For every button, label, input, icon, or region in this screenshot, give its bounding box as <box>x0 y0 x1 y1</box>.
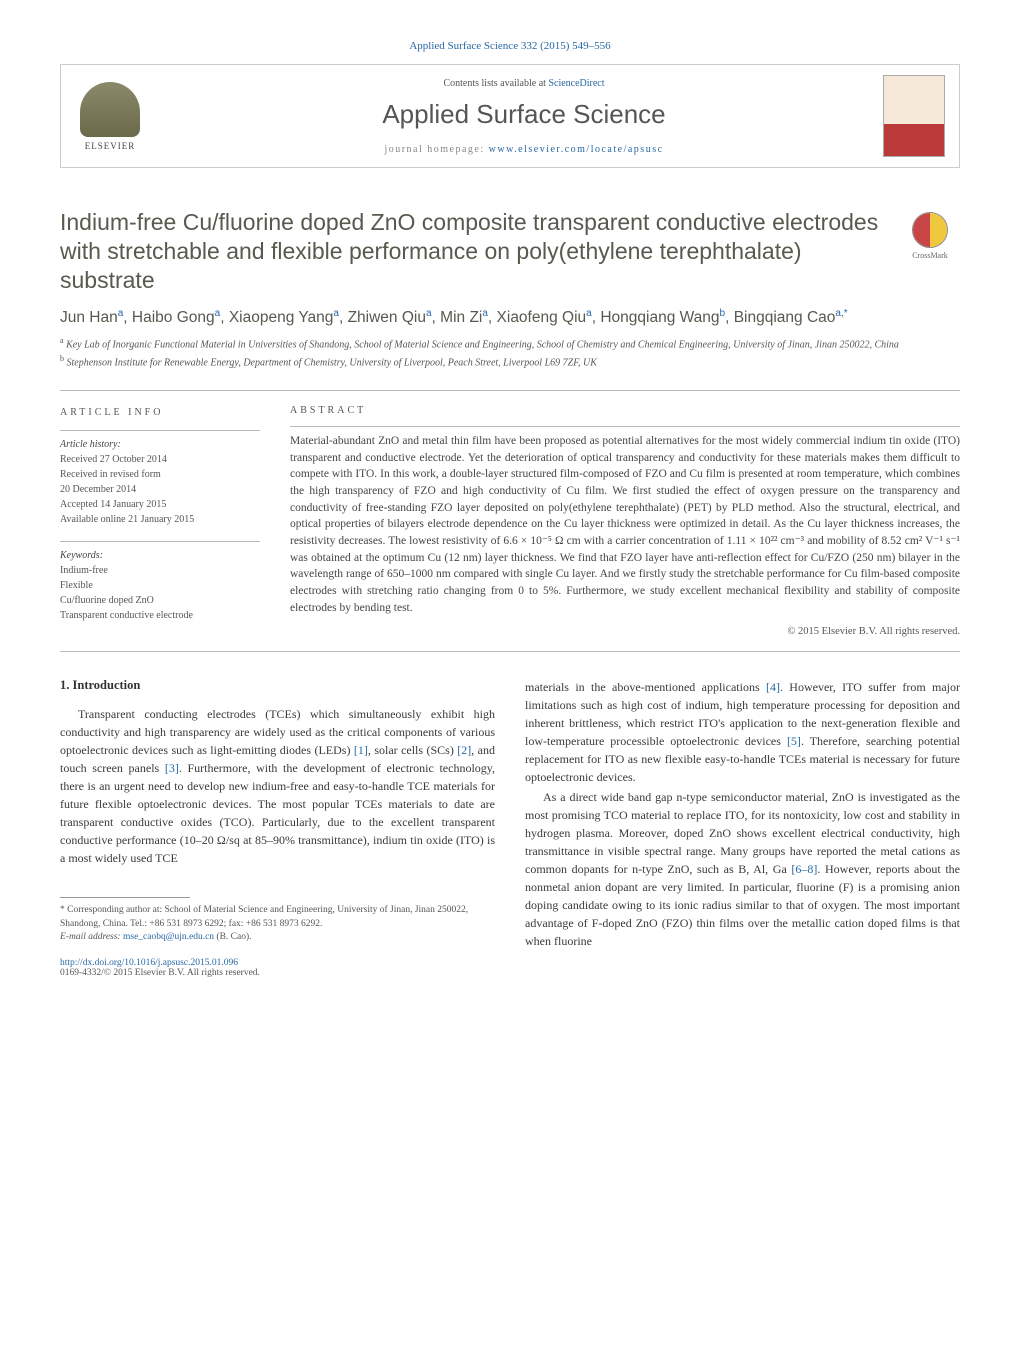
section-heading: 1. Introduction <box>60 678 495 693</box>
article-history-block: Article history: Received 27 October 201… <box>60 437 260 527</box>
divider <box>60 390 960 391</box>
affiliation-line: a Key Lab of Inorganic Functional Materi… <box>60 335 960 352</box>
abstract-copyright: © 2015 Elsevier B.V. All rights reserved… <box>290 626 960 637</box>
email-label: E-mail address: <box>60 932 123 942</box>
citation-link[interactable]: [5] <box>787 734 801 748</box>
journal-ref-link[interactable]: Applied Surface Science 332 (2015) 549–5… <box>409 40 610 52</box>
journal-reference: Applied Surface Science 332 (2015) 549–5… <box>60 40 960 52</box>
body-paragraph: As a direct wide band gap n-type semicon… <box>525 788 960 950</box>
crossmark-label: CrossMark <box>900 251 960 260</box>
article-page: Applied Surface Science 332 (2015) 549–5… <box>0 0 1020 1018</box>
elsevier-logo[interactable]: ELSEVIER <box>75 76 145 156</box>
keyword: Flexible <box>60 578 260 593</box>
history-line: 20 December 2014 <box>60 482 260 497</box>
journal-header: ELSEVIER Contents lists available at Sci… <box>60 64 960 168</box>
divider <box>290 426 960 427</box>
title-row: Indium-free Cu/fluorine doped ZnO compos… <box>60 208 960 294</box>
journal-name: Applied Surface Science <box>165 99 883 130</box>
homepage-link[interactable]: www.elsevier.com/locate/apsusc <box>489 144 664 155</box>
history-line: Received 27 October 2014 <box>60 452 260 467</box>
elsevier-tree-icon <box>80 82 140 137</box>
email-line: E-mail address: mse_caobq@ujn.edu.cn (B.… <box>60 931 495 944</box>
crossmark-badge[interactable]: CrossMark <box>900 212 960 260</box>
divider <box>60 430 260 431</box>
history-line: Available online 21 January 2015 <box>60 512 260 527</box>
email-author: (B. Cao). <box>214 932 251 942</box>
issn-copyright: 0169-4332/© 2015 Elsevier B.V. All right… <box>60 968 260 978</box>
affiliation-line: b Stephenson Institute for Renewable Ene… <box>60 353 960 370</box>
divider <box>60 541 260 542</box>
divider <box>60 651 960 652</box>
author-list: Jun Hana, Haibo Gonga, Xiaopeng Yanga, Z… <box>60 308 960 327</box>
keyword: Transparent conductive electrode <box>60 608 260 623</box>
doi-block: http://dx.doi.org/10.1016/j.apsusc.2015.… <box>60 958 495 978</box>
journal-cover-thumbnail[interactable] <box>883 75 945 157</box>
info-abstract-row: ARTICLE INFO Article history: Received 2… <box>60 405 960 637</box>
affiliations: a Key Lab of Inorganic Functional Materi… <box>60 335 960 370</box>
abstract-header: ABSTRACT <box>290 405 960 416</box>
left-column: 1. Introduction Transparent conducting e… <box>60 678 495 978</box>
right-column: materials in the above-mentioned applica… <box>525 678 960 978</box>
crossmark-icon <box>912 212 948 248</box>
article-info-header: ARTICLE INFO <box>60 405 260 420</box>
homepage-line: journal homepage: www.elsevier.com/locat… <box>165 144 883 155</box>
corresponding-author-footnote: * Corresponding author at: School of Mat… <box>60 904 495 944</box>
citation-link[interactable]: [1] <box>354 743 368 757</box>
citation-link[interactable]: [2] <box>457 743 471 757</box>
doi-link[interactable]: http://dx.doi.org/10.1016/j.apsusc.2015.… <box>60 958 238 968</box>
corresponding-text: * Corresponding author at: School of Mat… <box>60 904 495 931</box>
abstract-text: Material-abundant ZnO and metal thin fil… <box>290 433 960 616</box>
history-title: Article history: <box>60 437 260 452</box>
body-columns: 1. Introduction Transparent conducting e… <box>60 678 960 978</box>
keyword: Cu/fluorine doped ZnO <box>60 593 260 608</box>
article-info-column: ARTICLE INFO Article history: Received 2… <box>60 405 260 637</box>
history-line: Accepted 14 January 2015 <box>60 497 260 512</box>
citation-link[interactable]: [3] <box>165 761 179 775</box>
citation-link[interactable]: [6–8] <box>791 862 817 876</box>
keywords-block: Keywords: Indium-freeFlexibleCu/fluorine… <box>60 548 260 623</box>
body-paragraph: Transparent conducting electrodes (TCEs)… <box>60 705 495 867</box>
header-center: Contents lists available at ScienceDirec… <box>165 78 883 155</box>
footnote-separator <box>60 897 190 898</box>
abstract-column: ABSTRACT Material-abundant ZnO and metal… <box>290 405 960 637</box>
corresponding-email-link[interactable]: mse_caobq@ujn.edu.cn <box>123 932 214 942</box>
keywords-title: Keywords: <box>60 548 260 563</box>
homepage-label: journal homepage: <box>384 144 488 155</box>
contents-line: Contents lists available at ScienceDirec… <box>165 78 883 89</box>
sciencedirect-link[interactable]: ScienceDirect <box>548 78 604 89</box>
elsevier-name: ELSEVIER <box>85 141 136 151</box>
body-paragraph: materials in the above-mentioned applica… <box>525 678 960 786</box>
citation-link[interactable]: [4] <box>766 680 780 694</box>
article-title: Indium-free Cu/fluorine doped ZnO compos… <box>60 208 880 294</box>
history-line: Received in revised form <box>60 467 260 482</box>
keyword: Indium-free <box>60 563 260 578</box>
contents-label: Contents lists available at <box>443 78 548 89</box>
